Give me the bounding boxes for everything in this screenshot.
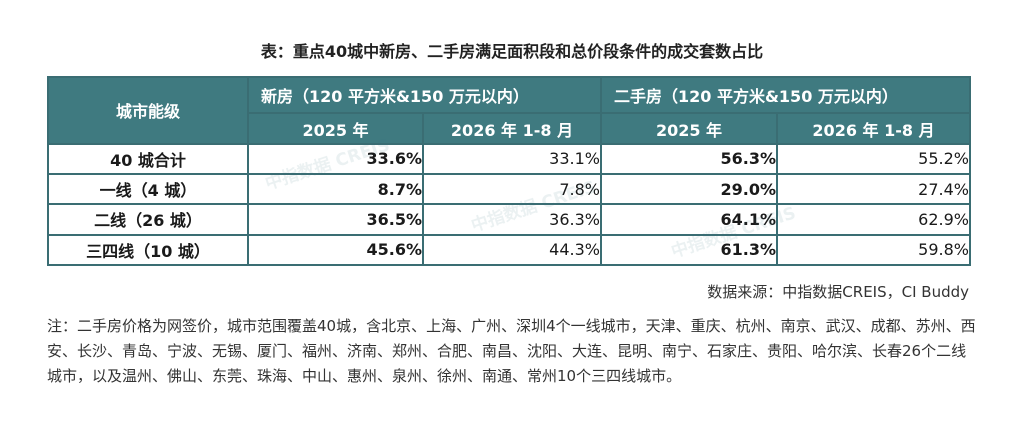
value-cell: 8.7% [247, 172, 424, 206]
row-label: 一线（4 城） [47, 172, 249, 206]
subheader-cell: 2026 年 1-8 月 [776, 112, 971, 145]
row-label: 三四线（10 城） [47, 233, 249, 267]
value-cell: 33.1% [422, 142, 602, 176]
row-header-cell: 城市能级 [47, 76, 249, 145]
subheader-cell: 2025 年 [600, 112, 778, 145]
group-header-new-homes: 新房（120 平方米&150 万元以内） [247, 75, 602, 115]
value-cell: 45.6% [247, 233, 424, 267]
value-cell: 59.8% [776, 233, 971, 267]
value-cell: 36.3% [422, 203, 602, 236]
value-cell: 61.3% [600, 233, 778, 267]
row-label: 二线（26 城） [47, 203, 249, 236]
value-cell: 56.3% [600, 142, 778, 176]
table-title: 表：重点40城中新房、二手房满足面积段和总价段条件的成交套数占比 [260, 42, 764, 61]
table-row: 一线（4 城） 8.7% 7.8% 29.0% 27.4% [47, 172, 971, 206]
data-source: 数据来源：中指数据CREIS，CI Buddy [707, 283, 969, 301]
header-row-groups: 城市能级 新房（120 平方米&150 万元以内） 二手房（120 平方米&15… [47, 75, 971, 145]
value-cell: 33.6% [247, 142, 424, 176]
value-cell: 27.4% [776, 172, 971, 206]
value-cell: 62.9% [776, 203, 971, 236]
table-row: 二线（26 城） 36.5% 36.3% 64.1% 62.9% [47, 203, 971, 236]
value-cell: 44.3% [422, 233, 602, 267]
table-row: 三四线（10 城） 45.6% 44.3% 61.3% 59.8% [47, 233, 971, 267]
value-cell: 29.0% [600, 172, 778, 206]
row-label: 40 城合计 [47, 142, 249, 176]
header-row-periods: 2025 年 2026 年 1-8 月 2025 年 2026 年 1-8 月 [48, 112, 971, 145]
value-cell: 64.1% [600, 203, 778, 236]
value-cell: 55.2% [776, 142, 971, 176]
data-table: 城市能级 新房（120 平方米&150 万元以内） 二手房（120 平方米&15… [47, 75, 971, 267]
value-cell: 7.8% [422, 172, 602, 206]
table-row: 40 城合计 33.6% 33.1% 56.3% 55.2% [47, 142, 971, 176]
footnote: 注：二手房价格为网签价，城市范围覆盖40城，含北京、上海、广州、深圳4个一线城市… [47, 317, 976, 385]
subheader-cell: 2025 年 [247, 112, 424, 145]
subheader-cell: 2026 年 1-8 月 [422, 112, 602, 145]
group-header-resale-homes: 二手房（120 平方米&150 万元以内） [600, 75, 971, 115]
value-cell: 36.5% [247, 203, 424, 236]
